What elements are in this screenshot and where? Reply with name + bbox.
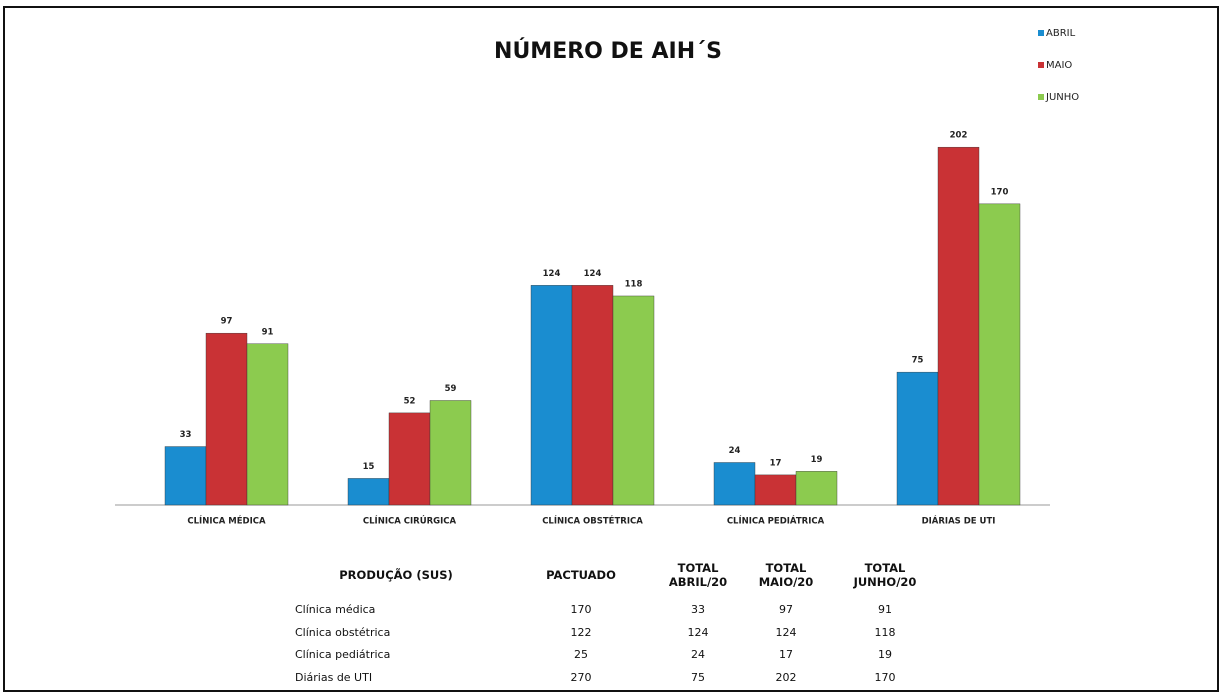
table-cell: 24 xyxy=(691,648,705,661)
table-cell: TOTAL ABRIL/20 xyxy=(668,561,728,589)
page-frame xyxy=(3,6,1219,692)
table-cell: 170 xyxy=(570,603,592,616)
bar xyxy=(978,203,1021,506)
bar xyxy=(205,332,248,506)
bar xyxy=(896,371,939,506)
bar xyxy=(530,285,573,506)
table-cell: 170 xyxy=(874,670,896,684)
table-cell: Clínica obstétrica xyxy=(295,625,391,639)
data-label: 124 xyxy=(584,269,602,279)
data-label: 75 xyxy=(912,356,924,366)
data-label: 124 xyxy=(543,269,561,279)
chart-title: NÚMERO DE AIH´S xyxy=(494,38,722,64)
legend-label: MAIO xyxy=(1046,60,1072,71)
legend-swatch xyxy=(1038,62,1044,68)
bar xyxy=(246,343,289,506)
data-label: 19 xyxy=(811,455,823,465)
table-cell: Diárias de UTI xyxy=(295,670,373,684)
bar xyxy=(347,478,390,506)
data-label: 33 xyxy=(180,430,192,440)
table-cell: 97 xyxy=(779,603,793,616)
data-label: 52 xyxy=(404,396,416,406)
table-cell: 19 xyxy=(878,648,892,661)
bar xyxy=(612,295,655,506)
data-label: 17 xyxy=(770,458,782,468)
bar xyxy=(754,474,797,506)
table-cell: 202 xyxy=(775,670,797,684)
x-tick-label: CLÍNICA PEDIÁTRICA xyxy=(727,515,825,527)
table-cell: 124 xyxy=(775,625,797,639)
x-tick-label: CLÍNICA OBSTÉTRICA xyxy=(542,515,643,527)
data-label: 59 xyxy=(445,384,457,394)
data-label: 97 xyxy=(221,317,233,327)
legend-swatch xyxy=(1038,30,1044,36)
legend-label: JUNHO xyxy=(1045,92,1079,103)
bar xyxy=(795,471,838,506)
table-cell: 33 xyxy=(691,603,705,616)
x-tick-label: DIÁRIAS DE UTI xyxy=(922,515,996,527)
table-cell: 17 xyxy=(779,648,793,661)
table-cell: 122 xyxy=(570,625,592,639)
data-label: 118 xyxy=(625,279,643,289)
table-cell: 91 xyxy=(878,603,892,616)
data-label: 15 xyxy=(363,462,375,472)
table-cell: PACTUADO xyxy=(546,568,616,582)
table-cell: 270 xyxy=(570,670,592,684)
table-cell: PRODUÇÃO (SUS) xyxy=(339,568,453,582)
table-cell: 75 xyxy=(691,670,705,684)
table-cell: Clínica médica xyxy=(295,603,376,616)
bar xyxy=(164,446,207,506)
data-label: 91 xyxy=(262,327,274,337)
table-cell: TOTAL JUNHO/20 xyxy=(853,561,917,589)
legend-label: ABRIL xyxy=(1046,28,1076,39)
bar xyxy=(429,400,472,506)
bar xyxy=(571,285,614,506)
bar xyxy=(937,146,980,506)
data-label: 202 xyxy=(950,131,968,141)
table-cell: Clínica pediátrica xyxy=(295,648,391,661)
bar xyxy=(388,412,431,506)
table-cell: 124 xyxy=(687,625,709,639)
data-label: 24 xyxy=(729,446,741,456)
legend-swatch xyxy=(1038,94,1044,100)
table-cell: 118 xyxy=(874,625,896,639)
bar xyxy=(713,462,756,506)
table-cell: 25 xyxy=(574,648,588,661)
table-cell: TOTAL MAIO/20 xyxy=(758,561,814,589)
x-tick-label: CLÍNICA MÉDICA xyxy=(187,515,266,527)
x-tick-label: CLÍNICA CIRÚRGICA xyxy=(363,515,457,527)
data-label: 170 xyxy=(991,187,1009,197)
